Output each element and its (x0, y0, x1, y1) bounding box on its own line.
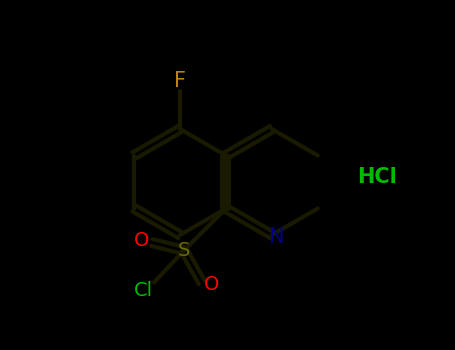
Text: O: O (134, 231, 150, 250)
Text: Cl: Cl (134, 281, 153, 300)
Text: HCl: HCl (357, 167, 397, 187)
Text: F: F (174, 71, 186, 91)
Text: S: S (178, 241, 190, 260)
Text: N: N (269, 227, 284, 247)
Text: O: O (204, 275, 220, 294)
